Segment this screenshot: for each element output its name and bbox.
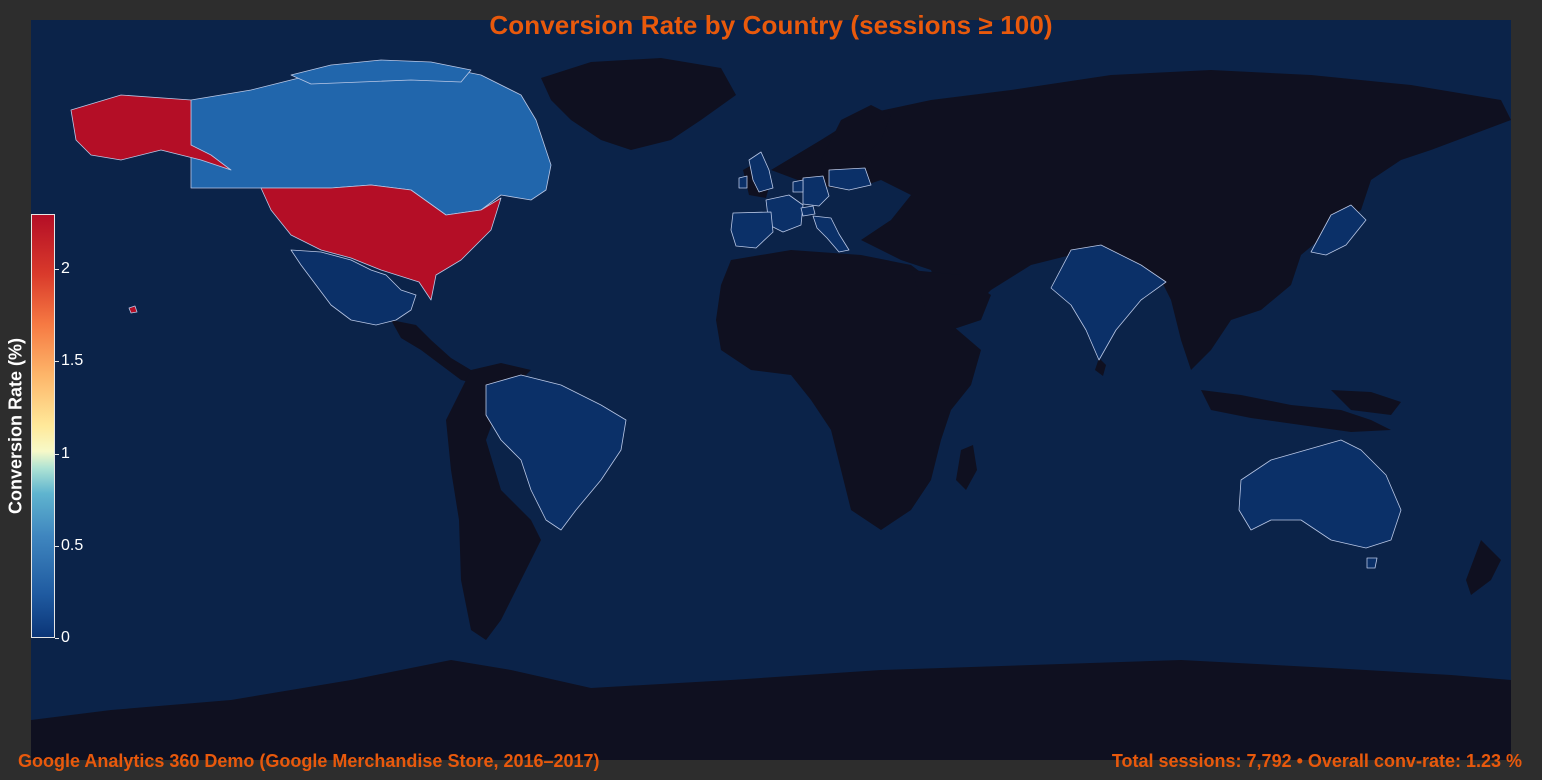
madagascar-land [956, 445, 977, 490]
greenland-land [541, 58, 736, 150]
chart-title: Conversion Rate by Country (sessions ≥ 1… [489, 10, 1053, 40]
new-zealand-land [1466, 540, 1501, 595]
colorbar-tick-label: 0 [61, 629, 70, 646]
scandinavia-land [821, 105, 891, 170]
country-netherlands[interactable] [792, 179, 804, 193]
country-usa[interactable] [260, 184, 502, 301]
country-usa-hawaii[interactable] [128, 305, 138, 314]
country-japan[interactable] [1310, 204, 1367, 256]
southeast-asia-islands-land [1201, 390, 1391, 432]
colorbar-label: Conversion Rate (%) [5, 337, 26, 515]
country-usa-alaska[interactable] [70, 94, 232, 171]
country-australia[interactable] [1238, 439, 1402, 549]
colorbar-tick-mark [55, 453, 59, 455]
south-america-land [446, 363, 541, 640]
colorbar-tick-mark [55, 269, 59, 271]
country-brazil[interactable] [485, 374, 627, 531]
colorbar-tick-label: 0.5 [61, 536, 84, 554]
country-ireland[interactable] [738, 175, 748, 189]
source-note: Google Analytics 360 Demo (Google Mercha… [18, 751, 600, 771]
country-canada-arctic-islands[interactable] [290, 59, 472, 85]
country-united-kingdom[interactable] [748, 151, 774, 193]
data-countries [70, 59, 1402, 569]
colorbar-tick-mark [55, 361, 59, 363]
colorbar-tick-label: 1 [61, 444, 70, 462]
country-spain-portugal[interactable] [730, 211, 774, 249]
new-guinea-land [1331, 390, 1401, 415]
no-data-landmasses [31, 58, 1511, 760]
antarctica-land [31, 660, 1511, 760]
colorbar-tick-label: 1.5 [61, 352, 84, 370]
country-germany[interactable] [802, 175, 830, 207]
colorbar [31, 214, 55, 638]
country-italy[interactable] [812, 215, 850, 253]
central-america-land [391, 320, 481, 385]
country-mexico[interactable] [290, 249, 417, 326]
arabia-land [911, 270, 991, 330]
sri-lanka-land [1095, 358, 1106, 376]
africa-land [716, 250, 981, 530]
colorbar-tick-mark [55, 545, 59, 547]
summary-note: Total sessions: 7,792 • Overall conv-rat… [1111, 751, 1522, 771]
world-map [31, 20, 1511, 760]
colorbar-tick-label: 2 [61, 260, 70, 278]
country-switzerland[interactable] [800, 205, 816, 217]
country-poland[interactable] [828, 167, 872, 191]
country-india[interactable] [1050, 244, 1167, 361]
country-australia-tasmania[interactable] [1366, 557, 1378, 569]
world-map-svg [31, 58, 1511, 760]
colorbar-tick-mark [55, 638, 59, 639]
